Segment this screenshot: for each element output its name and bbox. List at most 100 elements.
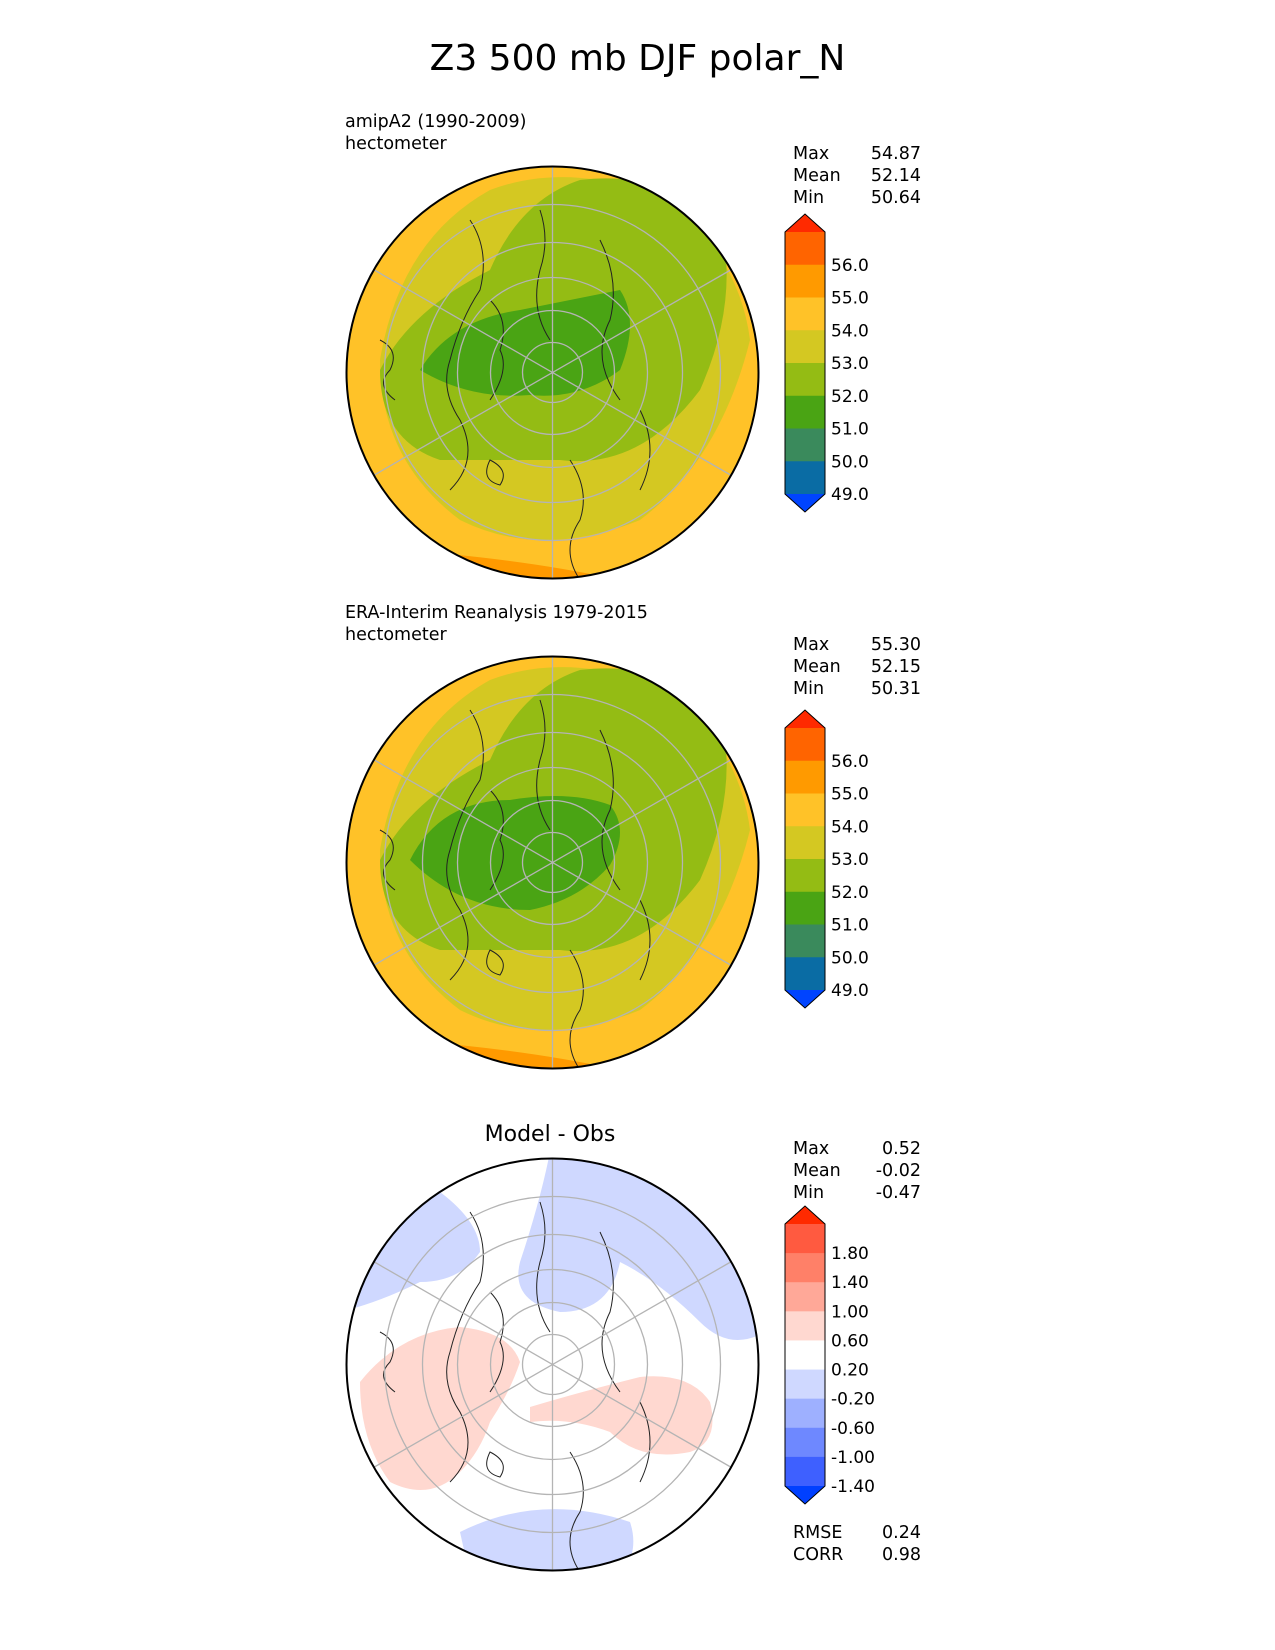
colorbar-extend-min (785, 990, 825, 1008)
stat-value: 52.14 (870, 166, 921, 186)
colorbar-tick-label: 49.0 (831, 981, 869, 1001)
stat-value: 50.64 (870, 188, 921, 208)
panel-model-units: hectometer (345, 134, 447, 154)
colorbar-segment (785, 1253, 825, 1283)
panel-diff-title: Model - Obs (484, 1122, 616, 1147)
panel-obs-case: ERA-Interim Reanalysis 1979-2015 (345, 603, 648, 623)
colorbar-tick-label: 52.0 (831, 387, 869, 407)
stat-value: -0.02 (875, 1161, 921, 1181)
panel-model-stats: Max 54.87 Mean 52.14 Min 50.64 (793, 143, 921, 209)
colorbar-segment (785, 1369, 825, 1400)
colorbar-tick-label: 50.0 (831, 948, 869, 968)
colorbar-segment (785, 891, 825, 925)
field-positive-region (530, 1376, 713, 1455)
colorbar-tick-label: 54.0 (831, 817, 869, 837)
colorbar-tick-label: 0.60 (831, 1331, 869, 1351)
colorbar-segment (785, 1340, 825, 1371)
stat-value: 52.15 (870, 657, 921, 677)
stat-value: 0.52 (882, 1139, 921, 1159)
colorbar-outline (784, 213, 826, 513)
graticule (373, 166, 732, 579)
colorbar-segment (785, 1282, 825, 1312)
colorbar-segment (785, 826, 825, 860)
colorbar-segment (785, 264, 825, 298)
colorbar-extend-min (785, 1486, 825, 1504)
colorbar-obs: 56.055.054.053.052.051.050.049.048.0 (784, 709, 869, 1009)
coastlines (379, 1201, 651, 1571)
field-negative-region (460, 1509, 634, 1571)
field-positive-region (360, 1327, 520, 1490)
colorbar-diff: 1.80 1.40 1.00 0.60 0.20 -0.20 -0.60 -1.00 -1.40… (784, 1205, 875, 1505)
graticule (373, 1158, 732, 1571)
panel-diff-stats: Max 0.52 Mean -0.02 Min -0.47 (793, 1138, 921, 1204)
colorbar-tick-label: 53.0 (831, 850, 869, 870)
colorbar-segment (785, 297, 825, 331)
colorbar-tick-label: 1.00 (831, 1302, 869, 1322)
stat-name: Mean (793, 1161, 841, 1181)
colorbar-extend-max (785, 710, 825, 728)
colorbar-tick-label: 52.0 (831, 883, 869, 903)
stat-name: Max (793, 1139, 830, 1159)
colorbar-extend-max (785, 1206, 825, 1224)
polar-map-obs (345, 655, 760, 1070)
stat-value: 0.24 (882, 1523, 921, 1543)
colorbar-tick-label: 55.0 (831, 785, 869, 805)
panel-obs-stats: Max 55.30 Mean 52.15 Min 50.31 (793, 634, 921, 700)
stat-value: 0.98 (882, 1545, 921, 1565)
colorbar-tick-label: 0.20 (831, 1361, 869, 1381)
colorbar-segment (785, 793, 825, 827)
stat-name: RMSE (793, 1523, 843, 1543)
stat-value: 50.31 (870, 679, 921, 699)
panel-obs-label: ERA-Interim Reanalysis 1979-2015 hectome… (345, 602, 648, 646)
colorbar-tick-label: 51.0 (831, 420, 869, 440)
colorbar-segment (785, 1311, 825, 1341)
colorbar-tick-label: 50.0 (831, 452, 869, 472)
colorbar-tick-label: -0.60 (831, 1419, 875, 1439)
colorbar-segment (785, 330, 825, 364)
stat-name: Mean (793, 657, 841, 677)
coastlines (379, 209, 651, 579)
colorbar-tick-label: 1.80 (831, 1244, 869, 1264)
colorbar-segment (785, 461, 825, 495)
colorbar-tick-label: 1.40 (831, 1273, 869, 1293)
colorbar-tick-label: 55.0 (831, 289, 869, 309)
stat-name: Max (793, 144, 830, 164)
stat-value: -0.47 (875, 1183, 921, 1203)
colorbar-tick-label: 54.0 (831, 321, 869, 341)
colorbar-segment (785, 428, 825, 462)
colorbar-tick-label: -0.20 (831, 1390, 875, 1410)
colorbar-tick-label: -1.40 (831, 1477, 875, 1497)
colorbar-segment (785, 957, 825, 991)
stat-value: 55.30 (870, 635, 921, 655)
colorbar-segment (785, 924, 825, 958)
stat-value: 54.87 (870, 144, 921, 164)
colorbar-segment (785, 1224, 825, 1254)
panel-model-case: amipA2 (1990-2009) (345, 112, 527, 132)
colorbar-tick-label: 51.0 (831, 916, 869, 936)
colorbar-tick-label: 56.0 (831, 752, 869, 772)
map-boundary (345, 1157, 760, 1572)
graticule (373, 656, 732, 1069)
colorbar-segment (785, 363, 825, 397)
stat-name: Mean (793, 166, 841, 186)
colorbar-tick-label: 53.0 (831, 354, 869, 374)
colorbar-segment (785, 232, 825, 266)
colorbar-tick-label: 49.0 (831, 485, 869, 505)
stat-name: CORR (793, 1545, 844, 1565)
stat-name: Min (793, 679, 825, 699)
colorbar-model: 56.055.054.053.052.051.050.049.048.0 (784, 213, 869, 513)
polar-map-model (345, 165, 760, 580)
map-boundary (345, 655, 760, 1070)
colorbar-extend-max (785, 214, 825, 232)
figure-title: Z3 500 mb DJF polar_N (429, 38, 846, 79)
panel-diff-metrics: RMSE 0.24 CORR 0.98 (793, 1522, 921, 1566)
colorbar-outline (784, 709, 826, 1009)
stat-name: Min (793, 188, 825, 208)
colorbar-segment (785, 1398, 825, 1429)
colorbar-segment (785, 1456, 825, 1487)
colorbar-segment (785, 859, 825, 893)
field-band-50-51 (410, 796, 620, 910)
colorbar-extend-min (785, 494, 825, 512)
panel-obs-units: hectometer (345, 625, 447, 645)
stat-name: Min (793, 1183, 825, 1203)
